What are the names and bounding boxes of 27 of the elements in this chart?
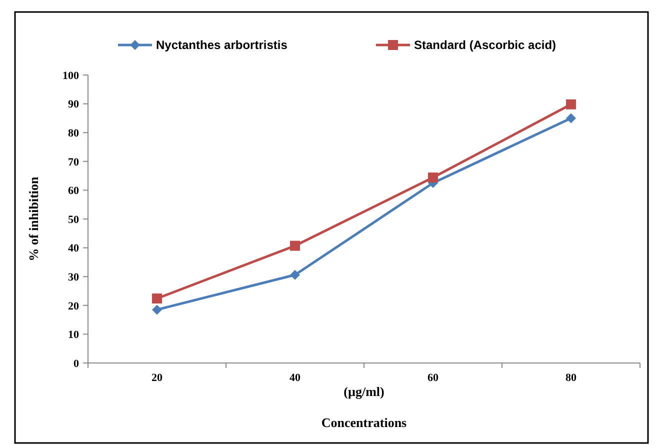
point: [152, 304, 162, 315]
point: [152, 293, 162, 304]
y-tick-label: 100: [62, 70, 80, 82]
x-tick-label: 20: [152, 372, 163, 384]
y-tick-label: 30: [68, 271, 80, 284]
point: [290, 240, 300, 251]
y-tick-label: 60: [68, 185, 80, 198]
point: [290, 270, 300, 280]
legend-label: Standard (Ascorbic acid): [414, 38, 556, 52]
x-tick-label: 80: [566, 372, 577, 384]
y-tick-label: 80: [68, 127, 80, 140]
y-tick-label: 50: [68, 214, 80, 226]
y-tick-label: 0: [74, 358, 80, 370]
y-tick-label: 90: [68, 98, 80, 111]
x-axis-title: (µg/ml): [344, 384, 384, 399]
point: [428, 172, 438, 183]
legend-label: Nyctanthes arbortristis: [156, 38, 288, 52]
point: [566, 99, 576, 110]
y-tick-label: 70: [68, 156, 80, 168]
y-axis-title: % of inhibition: [26, 176, 41, 262]
text: Concentrations: [321, 415, 407, 430]
x-tick-label: 60: [428, 372, 439, 384]
point: [566, 113, 576, 124]
y-tick-label: 40: [68, 242, 80, 255]
x-tick-label: 40: [290, 372, 301, 384]
y-tick-label: 20: [68, 300, 80, 312]
y-tick-label: 10: [68, 329, 80, 342]
